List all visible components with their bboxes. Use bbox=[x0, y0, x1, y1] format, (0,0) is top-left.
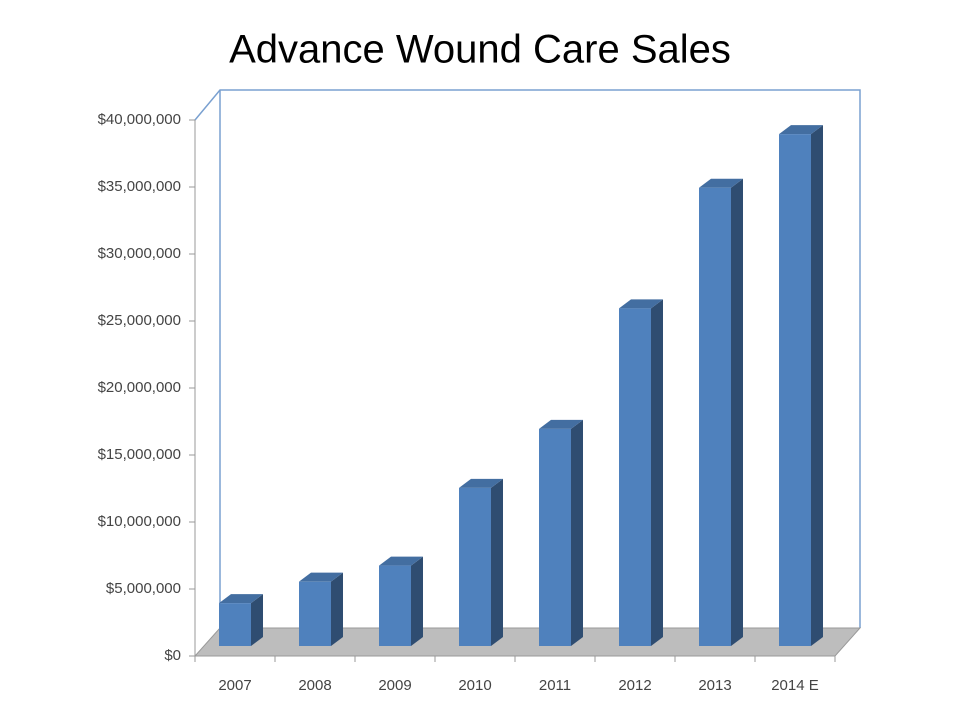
x-tick-label: 2011 bbox=[539, 677, 571, 694]
bar-side bbox=[811, 125, 823, 647]
x-tick-label: 2007 bbox=[218, 677, 251, 694]
bar-top bbox=[379, 556, 423, 566]
y-tick-label: $20,000,000 bbox=[98, 379, 181, 396]
bar bbox=[219, 603, 251, 646]
y-tick-label: $5,000,000 bbox=[106, 580, 181, 597]
y-tick-label: $0 bbox=[164, 647, 181, 664]
x-tick-label: 2012 bbox=[618, 677, 651, 694]
bar bbox=[379, 565, 411, 646]
bar-side bbox=[731, 178, 743, 646]
bar bbox=[299, 581, 331, 646]
bar-top bbox=[539, 419, 583, 429]
bar bbox=[459, 487, 491, 646]
x-tick-label: 2013 bbox=[698, 677, 731, 694]
bar-side bbox=[251, 594, 263, 646]
bar-top bbox=[779, 125, 823, 135]
bar-side bbox=[331, 572, 343, 646]
back-wall bbox=[194, 89, 861, 628]
bar-side bbox=[491, 478, 503, 646]
bar bbox=[539, 428, 571, 646]
bar-top bbox=[619, 299, 663, 309]
floor bbox=[193, 627, 862, 657]
bar-top bbox=[459, 478, 503, 488]
y-tick-label: $30,000,000 bbox=[98, 245, 181, 262]
bar-top bbox=[219, 594, 263, 604]
bar-top bbox=[299, 572, 343, 582]
x-tick-label: 2009 bbox=[378, 677, 411, 694]
bar bbox=[699, 187, 731, 646]
y-tick-label: $10,000,000 bbox=[98, 513, 181, 530]
bar bbox=[779, 134, 811, 646]
bar-side bbox=[411, 556, 423, 646]
bar-top bbox=[699, 178, 743, 188]
y-tick-label: $40,000,000 bbox=[98, 111, 181, 128]
y-tick-label: $15,000,000 bbox=[98, 446, 181, 463]
bar bbox=[619, 308, 651, 646]
bar-side bbox=[651, 299, 663, 646]
x-tick-label: 2014 E bbox=[771, 677, 819, 694]
y-tick-label: $35,000,000 bbox=[98, 178, 181, 195]
y-tick-label: $25,000,000 bbox=[98, 312, 181, 329]
chart-title: Advance Wound Care Sales bbox=[229, 28, 731, 72]
x-tick-label: 2008 bbox=[298, 677, 331, 694]
plot-frame bbox=[193, 89, 862, 657]
bar-side bbox=[571, 419, 583, 646]
x-tick-label: 2010 bbox=[458, 677, 491, 694]
